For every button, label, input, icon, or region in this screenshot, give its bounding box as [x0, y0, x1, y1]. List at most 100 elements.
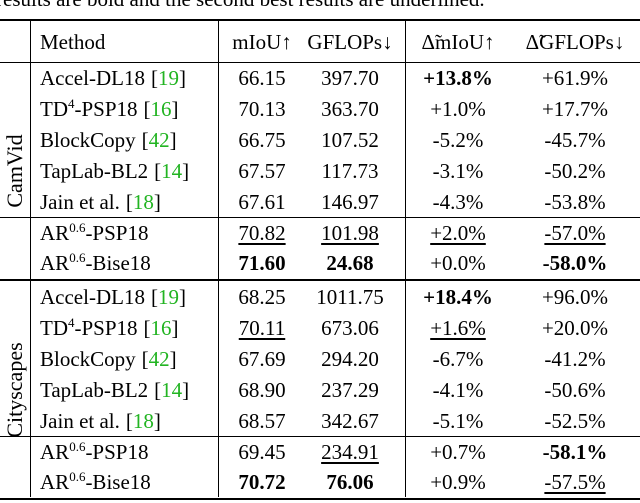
citation: [18] [125, 409, 161, 433]
rule [0, 62, 640, 63]
citation: [19] [150, 66, 186, 90]
value-cell: -45.7% [544, 128, 606, 152]
value-cell: 1011.75 [316, 285, 384, 309]
value-cell: -41.2% [544, 347, 606, 371]
value-cell: -58.0% [542, 251, 608, 275]
method-name: TD [40, 97, 68, 121]
rule [0, 217, 640, 218]
value-cell: 67.57 [238, 159, 286, 183]
value-cell: 146.97 [321, 190, 379, 214]
method-superscript: 4 [68, 96, 75, 111]
citation: [19] [150, 285, 186, 309]
value-cell: 397.70 [321, 66, 379, 90]
group-label: Cityscapes [2, 341, 27, 438]
value-cell: +1.0% [430, 97, 486, 121]
method-cell: BlockCopy [42] [40, 347, 177, 371]
method-superscript: 0.6 [69, 220, 86, 235]
value-cell: 69.45 [238, 440, 286, 464]
method-cell: TD4-PSP18 [16] [40, 97, 179, 121]
method-cell: TD4-PSP18 [16] [40, 316, 179, 340]
value-cell: 68.90 [238, 378, 286, 402]
method-cell: AR0.6-Bise18 [40, 470, 151, 494]
method-name: BlockCopy [40, 347, 136, 371]
method-superscript: 4 [68, 315, 75, 330]
citation: [16] [143, 97, 179, 121]
header-cell: mIoU↑ [232, 30, 292, 54]
method-cell: AR0.6-Bise18 [40, 251, 151, 275]
method-name: TapLab-BL2 [40, 378, 149, 402]
method-cell: AR0.6-PSP18 [40, 440, 148, 464]
value-cell: +17.7% [541, 97, 609, 121]
header-cell: GFLOPs↓ [307, 30, 393, 54]
caption-fragment: results are bold and the second best res… [0, 0, 485, 12]
method-suffix: -Bise18 [85, 251, 151, 275]
header-cell: Δ̃GFLOPs↓ [525, 30, 625, 54]
rule [0, 19, 640, 21]
value-cell: +2.0% [430, 221, 486, 245]
method-suffix: -PSP18 [85, 440, 149, 464]
value-cell: -4.3% [432, 190, 484, 214]
value-cell: 76.06 [326, 470, 374, 494]
value-cell: 67.61 [238, 190, 286, 214]
value-cell: -3.1% [432, 159, 484, 183]
value-cell: 66.15 [238, 66, 286, 90]
method-cell: Jain et al. [18] [40, 190, 161, 214]
value-cell: 363.70 [321, 97, 379, 121]
value-cell: 66.75 [238, 128, 286, 152]
value-cell: 294.20 [321, 347, 379, 371]
method-name: AR [40, 470, 70, 494]
value-cell: -5.2% [432, 128, 484, 152]
value-cell: -52.5% [544, 409, 606, 433]
value-cell: 24.68 [326, 251, 374, 275]
method-name: AR [40, 440, 70, 464]
citation: [14] [154, 378, 190, 402]
value-cell: +13.8% [423, 66, 493, 90]
method-cell: AR0.6-PSP18 [40, 221, 148, 245]
citation: [18] [125, 190, 161, 214]
value-cell: 70.11 [238, 316, 286, 340]
value-cell: +96.0% [541, 285, 609, 309]
value-cell: 234.91 [321, 440, 379, 464]
method-suffix: -PSP18 [85, 221, 149, 245]
method-suffix: -PSP18 [74, 97, 138, 121]
value-cell: 71.60 [238, 251, 286, 275]
method-cell: TapLab-BL2 [14] [40, 159, 189, 183]
value-cell: -50.6% [544, 378, 606, 402]
method-name: TD [40, 316, 68, 340]
value-cell: +0.7% [430, 440, 486, 464]
value-cell: -4.1% [432, 378, 484, 402]
rule [0, 279, 640, 281]
value-cell: +1.6% [430, 316, 486, 340]
method-name: TapLab-BL2 [40, 159, 149, 183]
method-name: AR [40, 221, 70, 245]
method-name: Accel-DL18 [40, 66, 145, 90]
method-name: BlockCopy [40, 128, 136, 152]
value-cell: +20.0% [541, 316, 609, 340]
value-cell: 70.82 [238, 221, 286, 245]
method-cell: Accel-DL18 [19] [40, 66, 186, 90]
rule [0, 436, 640, 437]
method-name: Jain et al. [40, 190, 120, 214]
value-cell: -50.2% [544, 159, 606, 183]
citation: [16] [143, 316, 179, 340]
rule [0, 498, 640, 500]
value-cell: 107.52 [321, 128, 379, 152]
method-suffix: -Bise18 [85, 470, 151, 494]
value-cell: 673.06 [321, 316, 379, 340]
method-cell: Accel-DL18 [19] [40, 285, 186, 309]
method-superscript: 0.6 [69, 469, 86, 484]
citation: [14] [154, 159, 190, 183]
column-rule [218, 20, 219, 497]
value-cell: 70.72 [238, 470, 286, 494]
method-cell: BlockCopy [42] [40, 128, 177, 152]
column-rule [30, 20, 31, 497]
value-cell: 68.25 [238, 285, 286, 309]
value-cell: -58.1% [542, 440, 608, 464]
value-cell: 101.98 [321, 221, 379, 245]
value-cell: 342.67 [321, 409, 379, 433]
value-cell: 117.73 [321, 159, 379, 183]
method-superscript: 0.6 [69, 439, 86, 454]
value-cell: +0.9% [430, 470, 486, 494]
value-cell: +61.9% [541, 66, 609, 90]
